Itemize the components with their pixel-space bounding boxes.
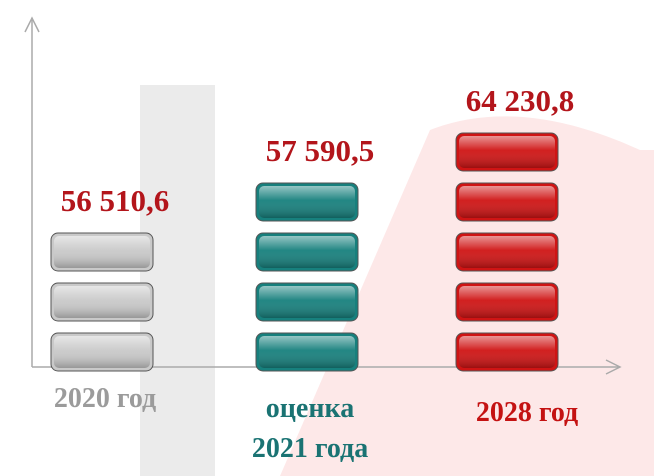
category-label: 2028 год — [476, 397, 578, 428]
block-shine — [459, 236, 555, 268]
background-bar — [140, 85, 215, 476]
block-stack — [50, 232, 154, 372]
category-label: оценка — [266, 393, 354, 424]
y-axis-arrow — [24, 16, 40, 33]
block-shine — [259, 336, 355, 368]
category-label: 2020 год — [54, 383, 156, 414]
block-shine — [459, 336, 555, 368]
block-shine — [54, 236, 150, 268]
block-shine — [259, 286, 355, 318]
value-label: 57 590,5 — [266, 133, 375, 168]
block-shine — [54, 286, 150, 318]
block-shine — [259, 186, 355, 218]
block-shine — [459, 186, 555, 218]
block-stack — [255, 182, 359, 372]
value-label: 56 510,6 — [61, 183, 170, 218]
category-label: 2021 года — [252, 433, 368, 464]
block-shine — [259, 236, 355, 268]
block-shine — [54, 336, 150, 368]
block-shine — [459, 286, 555, 318]
block-stack — [455, 132, 559, 372]
block-shine — [459, 136, 555, 168]
x-axis-arrow — [605, 359, 622, 375]
value-label: 64 230,8 — [466, 83, 575, 118]
